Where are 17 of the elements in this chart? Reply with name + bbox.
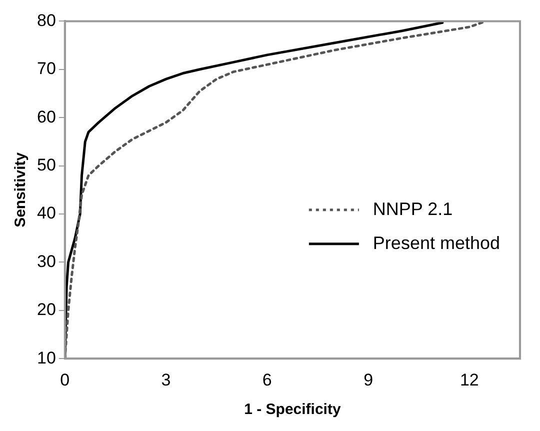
y-tick-label: 50 — [36, 155, 56, 174]
y-tick-label: 70 — [36, 59, 56, 78]
y-tick-label: 30 — [36, 252, 56, 271]
x-tick-label: 9 — [364, 370, 374, 390]
y-tick-label: 80 — [36, 10, 56, 30]
legend-label: Present method — [372, 232, 500, 253]
x-axis-title: 1 - Specificity — [244, 401, 342, 418]
x-tick-label: 3 — [161, 370, 171, 390]
y-axis-title: Sensitivity — [12, 152, 30, 228]
x-tick-label: 12 — [460, 370, 479, 390]
y-tick-label: 60 — [36, 107, 56, 126]
x-tick-label: 0 — [60, 370, 70, 390]
legend-label: NNPP 2.1 — [372, 198, 453, 219]
y-tick-label: 10 — [36, 348, 56, 368]
x-tick-label: 6 — [262, 370, 272, 390]
y-tick-label: 40 — [36, 204, 56, 223]
y-tick-label: 20 — [36, 300, 56, 320]
